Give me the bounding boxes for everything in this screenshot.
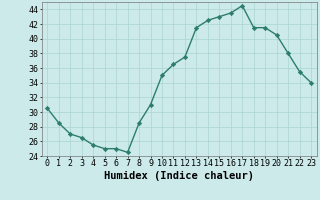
X-axis label: Humidex (Indice chaleur): Humidex (Indice chaleur): [104, 171, 254, 181]
